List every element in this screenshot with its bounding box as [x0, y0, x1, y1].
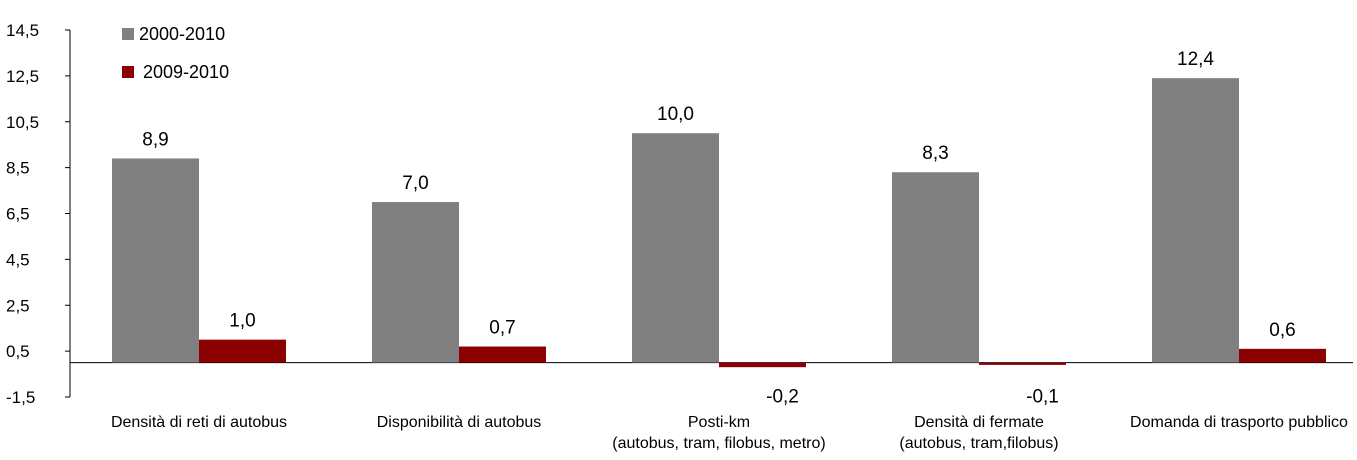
category-label: Posti-km: [688, 414, 750, 431]
data-label: 12,4: [1177, 49, 1214, 70]
data-label: 7,0: [402, 173, 428, 194]
bar-20092010-2: [719, 362, 806, 368]
data-label: 8,3: [922, 143, 948, 164]
bar-20002010-1: [372, 202, 459, 363]
data-label: -0,1: [1026, 387, 1059, 408]
y-axis: 14,5 12,5 10,5 8,5 6,5 4,5 2,5 0,5 -1,5: [6, 21, 1353, 407]
category-label: Disponibilità di autobus: [377, 414, 542, 431]
category-label: Densità di reti di autobus: [111, 414, 287, 431]
bar-20002010-2: [632, 133, 719, 363]
category-label: (autobus, tram,filobus): [899, 435, 1058, 452]
bar-20092010-3: [979, 362, 1066, 365]
category-labels: Densità di reti di autobus Disponibilità …: [111, 414, 1348, 452]
data-label: 0,7: [489, 318, 515, 339]
legend: 2000-2010 2009-2010: [122, 24, 229, 82]
legend-label: 2000-2010: [139, 24, 225, 44]
bar-20092010-1: [459, 346, 546, 363]
y-tick-label: 4,5: [6, 250, 30, 269]
y-tick-label: 6,5: [6, 205, 30, 224]
category-label: Densità di fermate: [914, 414, 1044, 431]
y-tick-label: 0,5: [6, 342, 30, 361]
bar-20002010-0: [112, 158, 199, 363]
data-labels: 8,9 7,0 10,0 8,3 12,4 1,0 0,7 -0,2 -0,1 0,6: [142, 49, 1295, 407]
data-label: -0,2: [766, 387, 799, 408]
legend-label: 2009-2010: [143, 62, 229, 82]
data-label: 0,6: [1269, 320, 1295, 341]
bar-20002010-3: [892, 172, 979, 363]
category-label: Domanda di trasporto pubblico: [1130, 414, 1348, 431]
data-label: 1,0: [229, 311, 255, 332]
bar-20092010-4: [1239, 348, 1326, 363]
y-tick-label: 8,5: [6, 159, 30, 178]
y-tick-label: 2,5: [6, 296, 30, 315]
legend-swatch: [122, 66, 134, 78]
bar-20092010-0: [199, 339, 286, 363]
category-label: (autobus, tram, filobus, metro): [612, 435, 825, 452]
data-label: 8,9: [142, 129, 168, 150]
bar-20002010-4: [1152, 78, 1239, 363]
y-tick-label: 14,5: [6, 21, 39, 40]
y-tick-label: 10,5: [6, 113, 39, 132]
data-label: 10,0: [657, 104, 694, 125]
legend-swatch: [122, 28, 134, 40]
y-tick-label: -1,5: [6, 388, 35, 407]
y-tick-label: 12,5: [6, 67, 39, 86]
bars: [112, 78, 1326, 368]
